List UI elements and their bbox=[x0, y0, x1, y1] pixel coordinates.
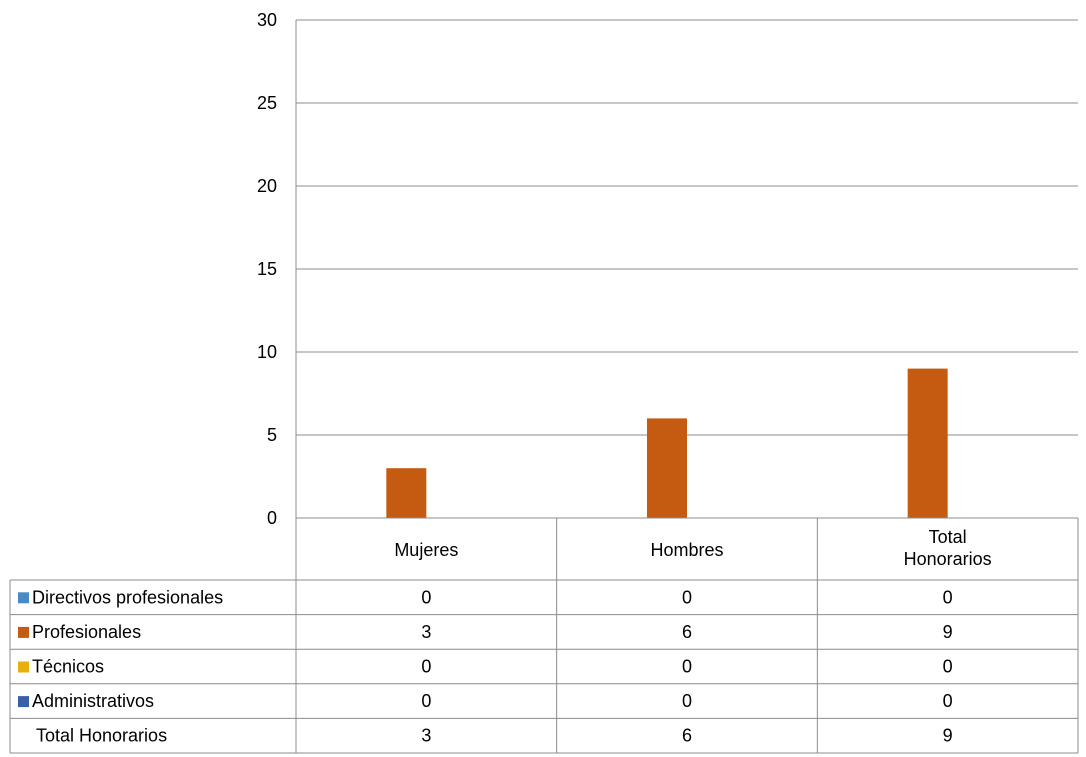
row-label: Profesionales bbox=[32, 622, 141, 642]
bars bbox=[386, 368, 948, 518]
table-value: 0 bbox=[943, 587, 953, 607]
table-value: 0 bbox=[943, 657, 953, 677]
bar bbox=[907, 368, 948, 518]
category-label: Hombres bbox=[650, 540, 723, 560]
category-label: Total Honorarios bbox=[904, 527, 992, 569]
table-value: 3 bbox=[421, 726, 431, 746]
y-tick-label: 15 bbox=[257, 259, 277, 279]
table-value: 0 bbox=[421, 691, 431, 711]
table-value: 9 bbox=[943, 622, 953, 642]
y-tick-label: 30 bbox=[257, 10, 277, 30]
table-value: 6 bbox=[682, 726, 692, 746]
table-value: 0 bbox=[682, 587, 692, 607]
category-label-line: Total bbox=[929, 527, 967, 547]
table-value: 3 bbox=[421, 622, 431, 642]
gridlines bbox=[296, 19, 1078, 436]
legend-key bbox=[18, 661, 29, 673]
row-label: Directivos profesionales bbox=[32, 587, 223, 607]
row-label: Administrativos bbox=[32, 691, 154, 711]
legend-key bbox=[18, 592, 29, 604]
bar bbox=[647, 418, 687, 518]
legend-key bbox=[18, 696, 29, 708]
table-value: 0 bbox=[682, 657, 692, 677]
table-value: 0 bbox=[943, 691, 953, 711]
table-value: 6 bbox=[682, 622, 692, 642]
legend-key bbox=[18, 626, 29, 638]
y-tick-label: 20 bbox=[257, 176, 277, 196]
y-tick-label: 5 bbox=[267, 425, 277, 445]
y-tick-label: 0 bbox=[267, 508, 277, 528]
category-label: Mujeres bbox=[394, 540, 458, 560]
y-axis-ticks: 0 5 10 15 20 25 30 bbox=[257, 10, 277, 528]
category-label-line: Honorarios bbox=[904, 549, 992, 569]
table-value: 0 bbox=[421, 657, 431, 677]
row-label: Total Honorarios bbox=[36, 726, 167, 746]
data-table: Mujeres Hombres Total Honorarios Directivos … bbox=[9, 20, 1079, 754]
table-value: 0 bbox=[682, 691, 692, 711]
y-tick-label: 25 bbox=[257, 93, 277, 113]
table-value: 9 bbox=[943, 726, 953, 746]
bar bbox=[386, 468, 427, 518]
y-tick-label: 10 bbox=[257, 342, 277, 362]
row-label: Técnicos bbox=[32, 657, 104, 677]
table-value: 0 bbox=[421, 587, 431, 607]
